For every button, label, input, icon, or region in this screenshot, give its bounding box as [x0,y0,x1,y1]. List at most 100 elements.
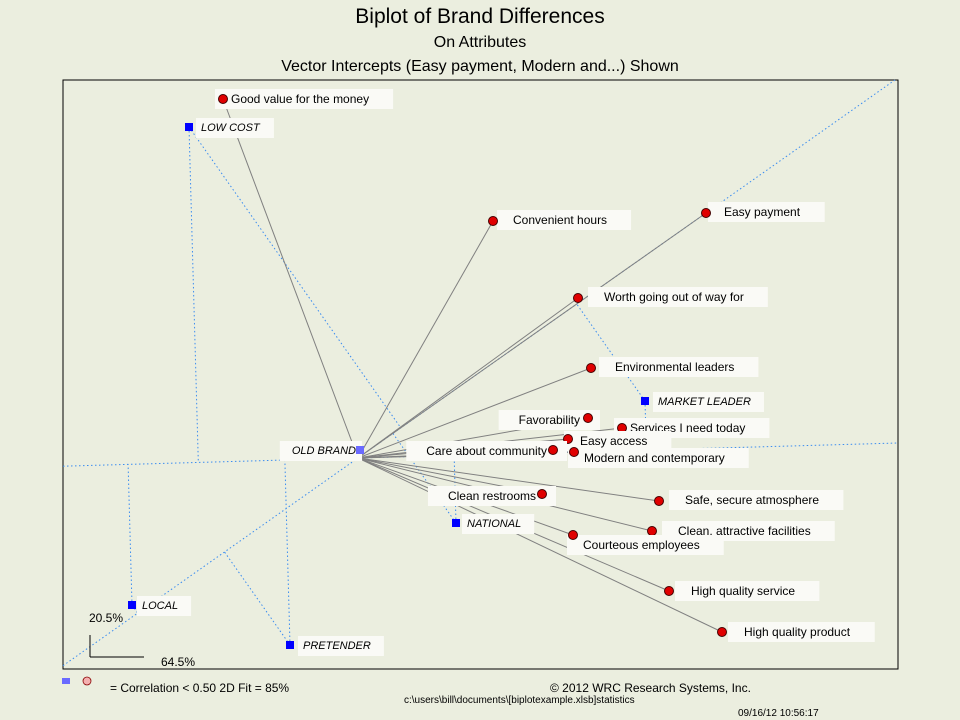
attribute-label: Environmental leaders [615,360,734,374]
attribute-marker [569,447,579,457]
attribute-label-background [588,287,768,307]
attribute-vector [357,367,592,459]
attribute-label: Easy payment [724,205,801,219]
legend: = Correlation < 0.50 2D Fit = 85% [62,676,289,695]
intercept-projection [127,464,133,606]
plot-area: Good value for the money Convenient hours… [62,79,899,667]
attribute-point: Modern and contemporary [568,447,749,468]
attribute-label-background [669,490,844,510]
attribute-vector [357,457,660,502]
intercept-projection [188,126,402,429]
attribute-marker [568,530,578,540]
attribute-marker [583,413,593,423]
brand-point: LOCAL [128,596,192,616]
plot-frame [62,79,899,670]
attribute-point: Courteous employees [567,530,724,555]
attribute-label-background [599,357,759,377]
attribute-point: Safe, secure atmosphere [654,490,844,510]
attribute-label-background [675,581,820,601]
attribute-marker [664,586,674,596]
attribute-point: Good value for the money [215,89,394,109]
brand-label-background [462,514,535,534]
attribute-label-background [728,622,875,642]
brand-label-background [298,636,384,656]
attribute-marker [701,208,711,218]
attribute-label: Favorability [519,413,580,427]
attribute-point: High quality product [717,622,875,642]
legend-text: = Correlation < 0.50 2D Fit = 85% [110,681,289,695]
attribute-marker [647,526,657,536]
brand-marker [641,397,649,405]
attribute-label: High quality service [691,584,795,598]
attribute-vector [357,297,579,459]
brand-marker [286,641,294,649]
attribute-label: Clean restrooms [448,489,536,503]
attribute-label: Courteous employees [583,538,700,552]
scale-horizontal-label: 64.5% [161,655,195,669]
brand-point: OLD BRAND [279,441,364,461]
brand-label-background [137,596,192,616]
brand-label: OLD BRAND [292,445,356,457]
attribute-vector [222,98,359,459]
attribute-marker [586,363,596,373]
brand-label: NATIONAL [467,518,521,530]
attribute-label-background [498,410,600,430]
chart-title: Biplot of Brand Differences [355,5,604,28]
intercept-projection [131,604,139,614]
brand-point: PRETENDER [286,636,384,656]
attribute-label: Worth going out of way for [604,290,744,304]
brand-marker [128,601,136,609]
attribute-point: Clean restrooms [427,486,556,506]
brand-point: NATIONAL [452,514,535,534]
attribute-label: Clean, attractive facilities [678,524,811,538]
brand-marker [452,519,460,527]
attribute-label: Convenient hours [513,213,607,227]
attribute-point: Easy access [563,431,672,451]
intercept-projection [224,551,291,646]
file-path: c:\users\bill\documents\[biplotexample.x… [404,695,635,706]
attribute-marker [537,489,547,499]
intercept-axis-1 [62,442,899,467]
attribute-marker [717,627,727,637]
timestamp: 09/16/12 10:56:17 [738,708,819,719]
brand-point: LOW COST [185,118,274,138]
attribute-marker [218,94,228,104]
attribute-label-background [567,535,724,555]
attribute-vector [357,220,494,459]
brand-label-background [279,441,363,461]
brand-marker [185,123,193,131]
attribute-vector [357,457,723,633]
attribute-label: Easy access [580,434,647,448]
attribute-label: High quality product [744,625,851,639]
brand-label-background [196,118,274,138]
attribute-label: Modern and contemporary [584,451,725,465]
attribute-vector [357,212,707,459]
attribute-label-background [406,441,567,461]
attribute-label-background [568,448,749,468]
brand-label: MARKET LEADER [658,396,751,408]
scale-vertical-label: 20.5% [89,611,123,625]
brand-point: MARKET LEADER [641,392,764,412]
attribute-point: Worth going out of way for [573,287,768,307]
intercept-projection [284,460,291,646]
attribute-label-background [427,486,556,506]
attribute-marker [573,293,583,303]
copyright: © 2012 WRC Research Systems, Inc. [550,681,751,695]
attribute-point: High quality service [664,581,820,601]
attribute-label-background [497,210,632,230]
attribute-marker [488,216,498,226]
attribute-marker [548,445,558,455]
attribute-label-background [564,431,672,451]
attribute-label: Good value for the money [231,92,369,106]
attribute-label-background [708,202,825,222]
brand-marker [356,446,364,454]
brand-label: LOW COST [201,122,261,134]
attribute-label: Care about community [426,444,547,458]
attribute-point: Convenient hours [488,210,632,230]
intercept-projection [453,455,457,524]
attribute-marker [654,496,664,506]
brand-label-background [653,392,764,412]
brand-label: LOCAL [142,600,178,612]
attribute-label: Safe, secure atmosphere [685,493,819,507]
